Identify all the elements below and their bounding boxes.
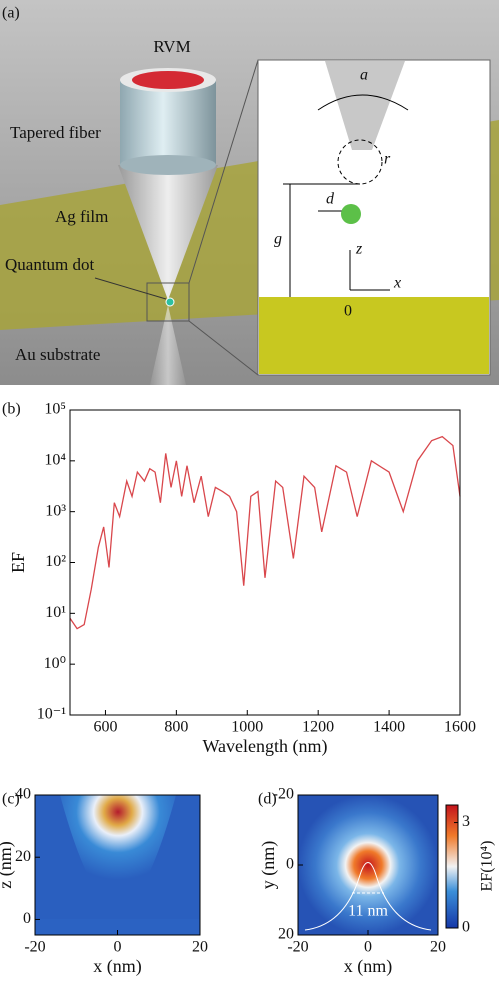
x-axis-label: x (nm) bbox=[93, 956, 142, 977]
x-tick-label: 20 bbox=[430, 939, 446, 956]
colorbar bbox=[445, 804, 459, 929]
y-tick-label: 20 bbox=[15, 848, 31, 865]
x-axis-label: x (nm) bbox=[344, 956, 393, 977]
lower-cone bbox=[150, 305, 186, 385]
y-tick-label: 0 bbox=[286, 856, 294, 873]
quantum-dot bbox=[165, 297, 175, 307]
y-tick-label: 10⁵ bbox=[44, 401, 66, 418]
fiber-label: Tapered fiber bbox=[10, 123, 101, 142]
field-c bbox=[60, 795, 176, 908]
substrate-c bbox=[35, 919, 200, 935]
y-tick-label: 10⁰ bbox=[44, 655, 66, 672]
x-tick-label: 1600 bbox=[444, 719, 476, 736]
heatmap-d bbox=[298, 795, 438, 935]
y-tick-label: -20 bbox=[273, 786, 294, 803]
inset-label: 0 bbox=[344, 303, 352, 320]
fiber-cylinder bbox=[120, 80, 216, 165]
x-tick-label: 1000 bbox=[231, 719, 263, 736]
panel-label: (b) bbox=[2, 401, 21, 418]
x-axis-label: Wavelength (nm) bbox=[202, 736, 327, 757]
rvm-disk bbox=[132, 71, 204, 89]
y-tick-label: 10¹ bbox=[45, 604, 66, 621]
x-tick-label: -20 bbox=[24, 939, 45, 956]
y-tick-label: 10³ bbox=[45, 502, 66, 519]
colorbar-tick-label: 0 bbox=[462, 919, 470, 936]
inset-dot bbox=[341, 204, 361, 224]
panel-label: (c) bbox=[2, 791, 20, 808]
inset-tip bbox=[325, 61, 405, 150]
profile-d bbox=[304, 862, 432, 931]
x-tick-label: 1400 bbox=[373, 719, 405, 736]
ef-line bbox=[69, 435, 461, 630]
inset-label: x bbox=[393, 275, 401, 292]
plot-frame bbox=[69, 409, 461, 716]
x-tick-label: 800 bbox=[164, 719, 188, 736]
fiber-bottom bbox=[120, 155, 216, 175]
y-axis-label: z (nm) bbox=[0, 841, 16, 888]
x-tick-label: -20 bbox=[287, 939, 308, 956]
panel-label: (a) bbox=[2, 5, 20, 22]
tip-circle bbox=[337, 139, 383, 185]
y-axis-label: EF bbox=[8, 552, 28, 573]
inset-label: g bbox=[274, 231, 282, 248]
inset-label: r bbox=[384, 151, 391, 168]
x-tick-label: 600 bbox=[93, 719, 117, 736]
y-tick-label: 10² bbox=[45, 553, 66, 570]
y-tick-label: 40 bbox=[15, 786, 31, 803]
zoom-line bbox=[188, 59, 259, 284]
angle-arc bbox=[317, 94, 409, 111]
y-axis-label: y (nm) bbox=[258, 841, 279, 890]
panel-label: (d) bbox=[258, 791, 277, 808]
y-tick-label: 20 bbox=[278, 926, 294, 943]
inset-label: a bbox=[360, 67, 368, 84]
x-tick-label: 0 bbox=[364, 939, 372, 956]
fiber-cone bbox=[118, 165, 218, 300]
y-tick-label: 10⁻¹ bbox=[37, 706, 66, 723]
substrate-label: Au substrate bbox=[15, 345, 100, 364]
zoom-line bbox=[188, 320, 259, 376]
dot-label: Quantum dot bbox=[5, 255, 95, 274]
inset-substrate bbox=[259, 297, 489, 374]
inset-label: d bbox=[326, 191, 335, 208]
rvm-label: RVM bbox=[153, 37, 190, 56]
zoom-box bbox=[146, 282, 190, 322]
annotation: 11 nm bbox=[348, 903, 388, 920]
colorbar-label: EF(10⁴) bbox=[479, 841, 496, 892]
y-tick-label: 0 bbox=[23, 910, 31, 927]
inset-label: z bbox=[355, 241, 363, 258]
film-label: Ag film bbox=[55, 207, 108, 226]
y-tick-label: 10⁴ bbox=[44, 452, 66, 469]
x-tick-label: 20 bbox=[192, 939, 208, 956]
x-tick-label: 1200 bbox=[302, 719, 334, 736]
colorbar-tick-label: 3 bbox=[462, 813, 470, 830]
x-tick-label: 0 bbox=[114, 939, 122, 956]
dot-arrow bbox=[94, 277, 167, 300]
